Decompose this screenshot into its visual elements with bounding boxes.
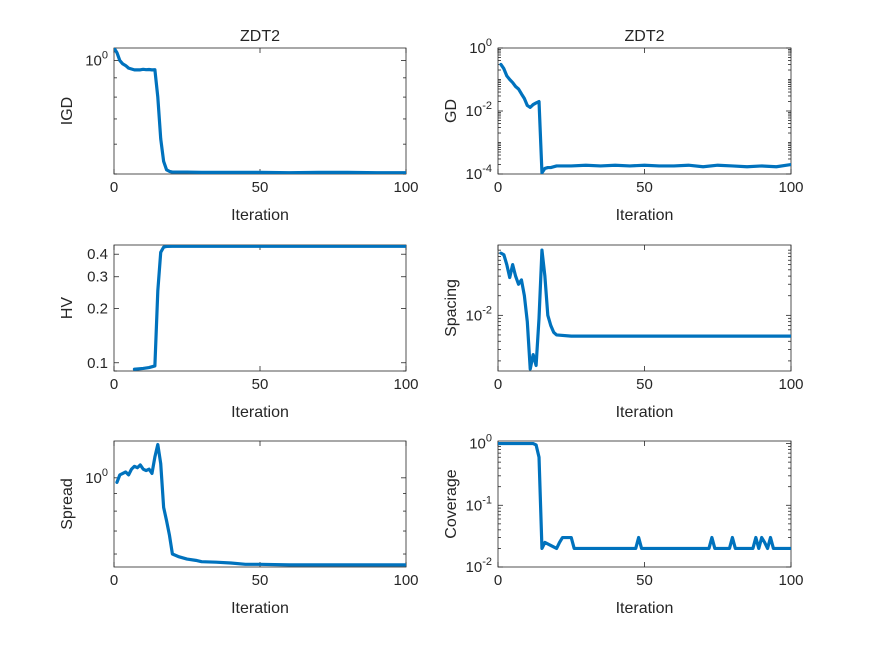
y-tick-label: 100 xyxy=(85,50,108,70)
y-tick-mantissa: 10 xyxy=(85,53,102,70)
y-tick-exponent: 0 xyxy=(102,467,108,479)
axes-box xyxy=(497,47,792,175)
x-tick-label: 50 xyxy=(636,376,653,393)
y-tick-label: 0.2 xyxy=(87,300,108,317)
x-tick-label: 0 xyxy=(110,572,118,589)
subplot-spacing: 0 50 100 10-2 Iteration Spacing xyxy=(443,244,804,421)
x-tick-label: 100 xyxy=(778,572,803,589)
x-tick-label: 50 xyxy=(636,572,653,589)
y-tick-label: 10-2 xyxy=(466,304,492,324)
x-tick-label: 100 xyxy=(393,376,418,393)
y-tick-mantissa: 10 xyxy=(466,103,483,120)
y-tick-exponent: -1 xyxy=(482,494,492,506)
x-tick-label: 100 xyxy=(778,376,803,393)
x-axis-label: Iteration xyxy=(616,404,674,421)
y-tick-label: 10-4 xyxy=(466,163,492,183)
y-axis-label: Spacing xyxy=(443,279,460,337)
x-tick-label: 50 xyxy=(636,179,653,196)
y-axis-label: Spread xyxy=(59,478,76,530)
y-tick-label: 10-2 xyxy=(466,556,492,576)
y-tick-mantissa: 10 xyxy=(466,497,483,514)
x-tick-label: 100 xyxy=(393,572,418,589)
y-tick-mantissa: 10 xyxy=(469,436,486,453)
x-axis-label: Iteration xyxy=(616,207,674,224)
x-axis-label: Iteration xyxy=(231,404,289,421)
y-tick-label: 100 xyxy=(469,433,492,453)
x-tick-label: 0 xyxy=(110,179,118,196)
y-axis-label: Coverage xyxy=(443,469,460,538)
subplot-title: ZDT2 xyxy=(240,28,280,45)
x-tick-label: 50 xyxy=(252,376,269,393)
y-tick-exponent: -2 xyxy=(482,304,492,316)
y-tick-label: 0.3 xyxy=(87,269,108,286)
x-tick-label: 100 xyxy=(393,179,418,196)
y-axis-label: IGD xyxy=(59,97,76,125)
series-line xyxy=(132,245,406,371)
y-tick-label: 100 xyxy=(469,37,492,57)
x-tick-label: 0 xyxy=(494,179,502,196)
y-tick-mantissa: 10 xyxy=(466,307,483,324)
axes-box xyxy=(113,244,407,372)
y-tick-exponent: 0 xyxy=(102,50,108,62)
y-tick-label: 100 xyxy=(85,467,108,487)
y-tick-exponent: 0 xyxy=(486,433,492,445)
axes-box xyxy=(113,440,407,568)
x-axis-label: Iteration xyxy=(616,600,674,617)
series-line xyxy=(115,442,406,567)
series-line xyxy=(499,62,791,174)
subplot-hv: 0 50 100 0.1 0.2 0.3 0.4 Iteration HV xyxy=(59,244,419,421)
y-axis-label: GD xyxy=(443,99,460,123)
y-tick-label: 10-2 xyxy=(466,100,492,120)
series-line xyxy=(498,441,791,551)
y-tick-exponent: -2 xyxy=(482,556,492,568)
x-tick-label: 0 xyxy=(494,572,502,589)
x-tick-label: 0 xyxy=(494,376,502,393)
series-line xyxy=(114,48,406,174)
y-tick-label: 0.4 xyxy=(87,246,108,263)
y-tick-mantissa: 10 xyxy=(85,470,102,487)
y-tick-label: 0.1 xyxy=(87,355,108,372)
y-tick-mantissa: 10 xyxy=(466,166,483,183)
y-tick-label: 10-1 xyxy=(466,494,492,514)
axes-box xyxy=(497,440,792,568)
x-tick-label: 50 xyxy=(252,179,269,196)
subplot-title: ZDT2 xyxy=(625,28,665,45)
x-axis-label: Iteration xyxy=(231,207,289,224)
y-tick-mantissa: 10 xyxy=(466,559,483,576)
y-tick-exponent: -4 xyxy=(482,163,492,175)
x-tick-label: 50 xyxy=(252,572,269,589)
y-tick-mantissa: 10 xyxy=(469,40,486,57)
y-axis-label: HV xyxy=(59,297,76,320)
series-line xyxy=(499,248,791,371)
x-axis-label: Iteration xyxy=(231,600,289,617)
x-tick-label: 100 xyxy=(778,179,803,196)
x-tick-label: 0 xyxy=(110,376,118,393)
y-tick-exponent: -2 xyxy=(482,100,492,112)
y-tick-exponent: 0 xyxy=(486,37,492,49)
